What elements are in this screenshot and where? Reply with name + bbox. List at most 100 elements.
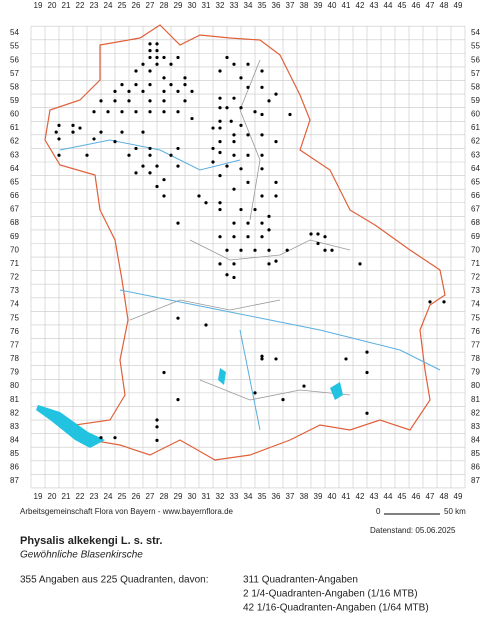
column-label: 20 xyxy=(48,1,57,10)
record-dot xyxy=(183,99,187,103)
record-dot xyxy=(183,76,187,80)
row-label: 56 xyxy=(471,55,480,64)
lake xyxy=(330,382,343,400)
row-label: 71 xyxy=(10,259,19,268)
row-label: 70 xyxy=(471,245,480,254)
record-dot xyxy=(141,62,145,66)
row-label: 69 xyxy=(10,232,19,241)
column-label: 49 xyxy=(454,1,463,10)
record-dot xyxy=(365,411,369,415)
row-label: 80 xyxy=(471,381,480,390)
record-dot xyxy=(134,171,138,175)
row-label: 69 xyxy=(471,232,480,241)
row-label: 83 xyxy=(10,422,19,431)
record-dot xyxy=(274,259,278,263)
district-border xyxy=(129,59,351,401)
record-dot xyxy=(54,130,58,134)
row-label: 57 xyxy=(10,69,19,78)
row-label: 71 xyxy=(471,259,480,268)
column-label: 37 xyxy=(286,492,295,501)
column-label: 35 xyxy=(258,1,267,10)
credit: Arbeitsgemeinschaft Flora von Bayern - w… xyxy=(20,507,234,516)
record-dot xyxy=(260,221,264,225)
record-dot xyxy=(232,235,236,239)
record-dot xyxy=(113,89,117,93)
record-dot xyxy=(246,221,250,225)
record-dot xyxy=(316,241,320,246)
column-label: 22 xyxy=(76,492,85,501)
record-dot xyxy=(281,398,285,402)
record-dot xyxy=(85,153,89,157)
record-dot xyxy=(57,123,61,127)
row-label: 75 xyxy=(471,313,480,322)
record-dot xyxy=(148,69,152,73)
column-label: 41 xyxy=(342,1,351,10)
record-dot xyxy=(344,357,348,361)
record-dot xyxy=(148,49,152,53)
record-dot xyxy=(225,248,229,252)
record-dot xyxy=(274,180,278,184)
record-dot xyxy=(229,119,233,123)
row-label: 67 xyxy=(10,205,19,214)
record-dot xyxy=(127,99,131,103)
record-dot xyxy=(169,153,173,157)
row-label: 65 xyxy=(10,177,19,186)
record-dot xyxy=(274,357,278,361)
record-dot xyxy=(155,184,159,189)
row-label: 64 xyxy=(471,164,480,173)
column-label: 47 xyxy=(426,1,435,10)
record-dot xyxy=(141,164,145,168)
record-dot xyxy=(99,99,103,103)
column-label: 26 xyxy=(132,492,141,501)
record-dot xyxy=(127,153,131,157)
column-label: 33 xyxy=(230,1,239,10)
species-subtitle: Gewöhnliche Blasenkirsche xyxy=(20,550,143,561)
row-label: 76 xyxy=(10,327,19,336)
column-label: 30 xyxy=(188,492,197,501)
record-dot xyxy=(323,248,327,252)
row-label: 66 xyxy=(471,191,480,200)
column-label: 45 xyxy=(398,1,407,10)
column-label: 40 xyxy=(328,1,337,10)
record-dot xyxy=(120,110,124,114)
record-dot xyxy=(239,123,243,127)
record-dot xyxy=(246,62,250,66)
record-dot xyxy=(260,112,264,117)
column-label: 44 xyxy=(384,1,393,10)
column-label: 36 xyxy=(272,1,281,10)
record-dot xyxy=(246,153,250,157)
record-dot xyxy=(162,194,166,198)
date: Datenstand: 05.06.2025 xyxy=(370,526,456,535)
row-label: 54 xyxy=(10,28,19,37)
record-dot xyxy=(190,116,194,121)
row-label: 58 xyxy=(10,82,19,91)
record-dot xyxy=(253,248,257,252)
record-dot xyxy=(162,89,166,93)
row-label: 72 xyxy=(471,273,480,282)
record-dot xyxy=(239,248,243,252)
column-label: 32 xyxy=(216,492,225,501)
record-dot xyxy=(162,110,166,114)
column-label: 39 xyxy=(314,1,323,10)
record-dot xyxy=(225,55,229,60)
column-label: 26 xyxy=(132,1,141,10)
record-dot xyxy=(211,160,215,164)
record-dot xyxy=(113,436,117,440)
column-label: 41 xyxy=(342,492,351,501)
row-label: 68 xyxy=(10,218,19,227)
column-label: 23 xyxy=(90,1,99,10)
river xyxy=(59,139,441,431)
row-label: 78 xyxy=(10,354,19,363)
column-label: 31 xyxy=(202,492,211,501)
column-label: 39 xyxy=(314,492,323,501)
record-dot xyxy=(323,235,327,239)
row-label: 63 xyxy=(471,150,480,159)
row-label: 82 xyxy=(471,408,480,417)
column-label: 48 xyxy=(440,1,449,10)
record-dot xyxy=(267,248,271,252)
species-title: Physalis alkekengi L. s. str. xyxy=(20,535,162,547)
column-label: 35 xyxy=(258,492,267,501)
record-dot xyxy=(232,262,236,266)
record-dot xyxy=(260,235,264,239)
record-dot xyxy=(99,436,103,440)
